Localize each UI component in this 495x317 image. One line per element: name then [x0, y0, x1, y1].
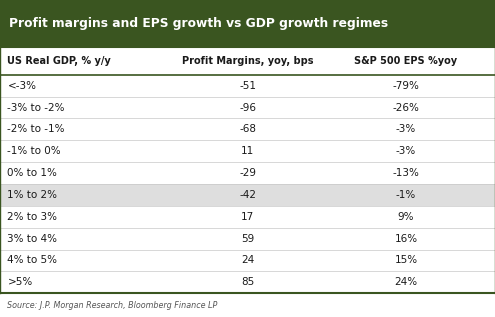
Text: Profit margins and EPS growth vs GDP growth regimes: Profit margins and EPS growth vs GDP gro…	[9, 17, 388, 30]
Text: 17: 17	[241, 212, 254, 222]
Text: -3%: -3%	[396, 146, 416, 156]
Bar	[0, 184, 495, 206]
Bar	[0, 0, 495, 47]
Text: -13%: -13%	[393, 168, 419, 178]
Text: -42: -42	[239, 190, 256, 200]
Text: Profit Margins, yoy, bps: Profit Margins, yoy, bps	[182, 56, 313, 66]
Text: 2% to 3%: 2% to 3%	[7, 212, 57, 222]
Text: -1%: -1%	[396, 190, 416, 200]
Text: -1% to 0%: -1% to 0%	[7, 146, 61, 156]
Text: 15%: 15%	[395, 256, 417, 265]
Text: 11: 11	[241, 146, 254, 156]
Text: 0% to 1%: 0% to 1%	[7, 168, 57, 178]
Text: 85: 85	[241, 277, 254, 287]
Text: 59: 59	[241, 234, 254, 244]
Text: Source: J.P. Morgan Research, Bloomberg Finance LP: Source: J.P. Morgan Research, Bloomberg …	[7, 301, 218, 310]
Text: 3% to 4%: 3% to 4%	[7, 234, 57, 244]
Text: <-3%: <-3%	[7, 81, 37, 91]
Text: -68: -68	[239, 124, 256, 134]
Text: S&P 500 EPS %yoy: S&P 500 EPS %yoy	[354, 56, 457, 66]
Text: 24: 24	[241, 256, 254, 265]
Text: >5%: >5%	[7, 277, 33, 287]
Text: -26%: -26%	[393, 103, 419, 113]
Text: -96: -96	[239, 103, 256, 113]
Text: 4% to 5%: 4% to 5%	[7, 256, 57, 265]
Text: -29: -29	[239, 168, 256, 178]
Text: 16%: 16%	[395, 234, 417, 244]
Text: 1% to 2%: 1% to 2%	[7, 190, 57, 200]
Text: 24%: 24%	[395, 277, 417, 287]
Text: 9%: 9%	[397, 212, 414, 222]
Text: US Real GDP, % y/y: US Real GDP, % y/y	[7, 56, 111, 66]
Text: -3% to -2%: -3% to -2%	[7, 103, 65, 113]
Text: -3%: -3%	[396, 124, 416, 134]
Text: -51: -51	[239, 81, 256, 91]
Text: -79%: -79%	[393, 81, 419, 91]
Text: -2% to -1%: -2% to -1%	[7, 124, 65, 134]
